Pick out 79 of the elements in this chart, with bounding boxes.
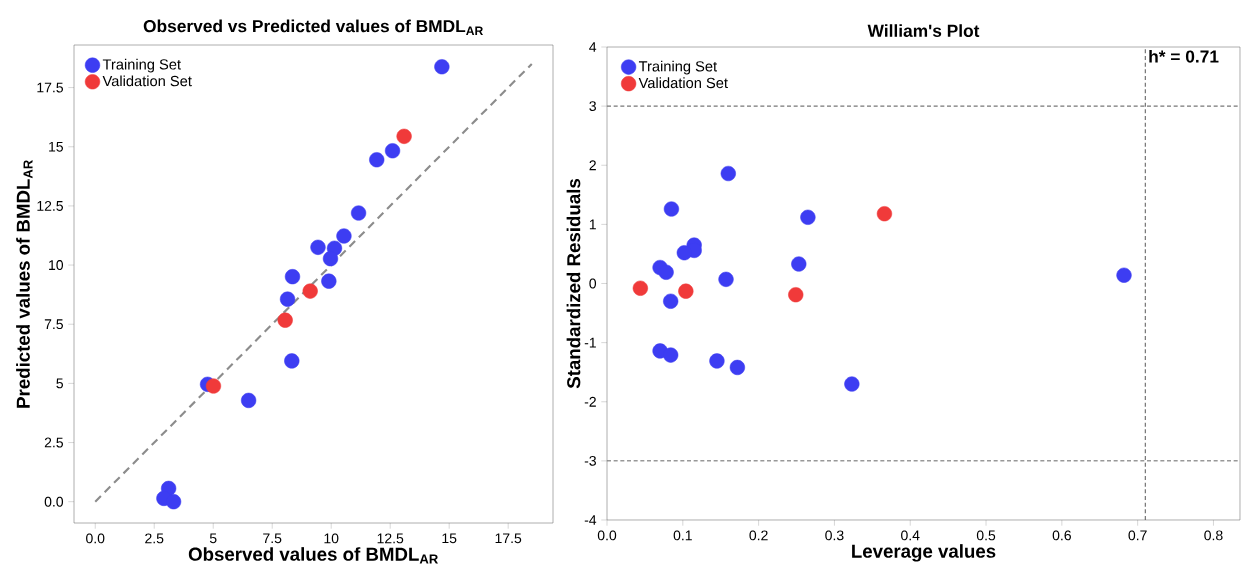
y-tick-label: 7.5 [44,319,64,330]
y-tick-label: 0.0 [44,496,64,507]
x-tick-label: 0.4 [901,530,920,541]
x-tick-label: 0.6 [1052,530,1071,541]
point [844,376,860,392]
point [663,347,679,363]
point [658,264,674,280]
point [678,283,694,299]
x-tick-label: 12.5 [377,533,404,544]
point [302,283,318,299]
y-tick-label: 4 [589,42,597,52]
point [663,293,679,309]
point [284,353,300,369]
x-tick-label: 0.1 [673,530,692,541]
point [396,128,412,144]
x-tick-label: 10 [324,533,339,544]
point [800,209,816,225]
point [434,59,450,75]
x-tick-label: 7.5 [263,533,282,544]
x-tick-label: 0.0 [597,530,617,541]
x-tick-label: 2.5 [145,533,164,544]
y-tick-label: -1 [584,337,596,348]
legend-label: Validation Set [102,75,192,87]
y-tick-label: 17.5 [37,82,64,93]
y-tick-label: 3 [589,101,596,112]
point [709,353,725,369]
point [788,287,804,303]
y-tick-label: -2 [584,396,596,407]
y-axis-title: Standardized Residuals [566,178,581,389]
point [632,280,648,296]
point [336,228,352,244]
x-tick-label: 0.0 [86,533,105,544]
point [165,494,182,510]
point [384,143,401,159]
point [279,291,296,307]
x-tick-label: 0.2 [749,530,768,541]
x-tick-label: 0.3 [825,530,844,541]
y-tick-label: 2 [589,160,596,171]
y-axis-title: Predicted values of BMDL$_{AR}$ [16,160,33,408]
point [876,206,893,222]
point [310,239,326,255]
y-tick-label: 10 [49,260,64,271]
point [277,312,293,328]
x-tick-label: 0.7 [1128,530,1147,541]
point [241,392,257,409]
y-tick-label: 0 [589,278,597,289]
point [350,205,367,221]
legend-label: Validation Set [638,77,728,89]
x-axis-title: Observed values of BMDL$_{AR}$ [188,547,438,564]
legend-label: Training Set [102,58,181,73]
y-tick-label: 5 [56,378,64,389]
point [729,359,745,376]
y-tick-label: 15 [49,141,64,152]
x-tick-label: 0.5 [976,530,996,541]
x-tick-label: 0.8 [1204,530,1223,541]
chart-title: William's Plot [867,24,980,37]
y-tick-label: 12.5 [37,200,64,211]
x-tick-label: 15 [442,533,457,544]
point [1116,267,1132,283]
legend-label: Training Set [638,60,718,75]
point [284,269,301,285]
ref-line-label: h* = 0.71 [1149,49,1219,63]
point [663,201,680,217]
point [718,271,734,287]
point [720,165,736,182]
y-tick-label: -3 [584,455,596,466]
point [676,245,692,261]
point [791,256,807,272]
chart-title: Observed vs Predicted values of BMDL$_{AR}$ [143,19,484,35]
y-tick-label: -4 [584,515,597,525]
y-tick-label: 2.5 [44,437,64,448]
x-tick-label: 17.5 [495,533,522,544]
y-tick-label: 1 [589,219,596,230]
point [322,251,339,267]
point [205,378,222,394]
point [369,152,385,168]
point [321,273,337,289]
x-tick-label: 5 [209,533,217,544]
x-axis-title: Leverage values [852,544,996,562]
